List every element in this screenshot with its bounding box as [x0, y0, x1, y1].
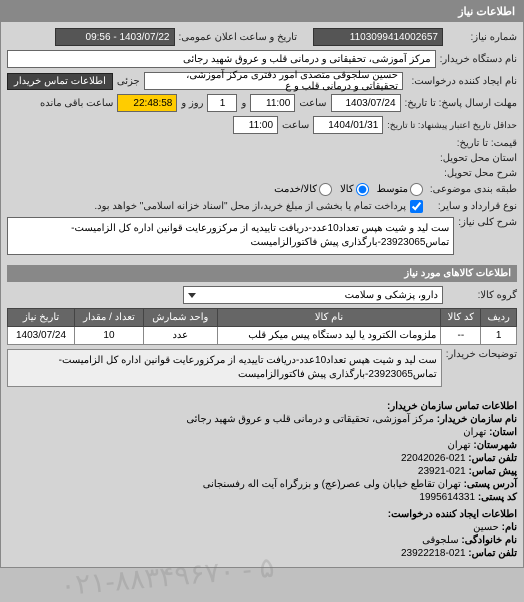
creator-name: نام: حسین [7, 522, 517, 533]
goods-group-value: دارو، پزشکی و سلامت [345, 290, 438, 301]
contract-label: نوع قرارداد و سایر: [427, 201, 517, 212]
row-buyer-notes: توضیحات خریدار: ست لید و شیت هپس تعداد10… [7, 349, 517, 387]
creator-family: نام خانوادگی: سلجوقی [7, 535, 517, 546]
deadline-days-label: و [241, 98, 246, 109]
contact-fax: پیش تماس: 021-23921 [7, 466, 517, 477]
contact-org: نام سازمان خریدار: مرکز آموزشی، تحقیقاتی… [7, 414, 517, 425]
row-delivery: استان محل تحویل: [7, 153, 517, 164]
td-4: 10 [75, 327, 144, 345]
delivery-note-label: شرح محل تحویل: [444, 168, 517, 179]
desc-text: ست لید و شیت هپس تعداد10عدد-دریافت تایید… [7, 217, 454, 255]
td-1: -- [441, 327, 481, 345]
validity-time-label: ساعت [282, 120, 309, 131]
need-info-panel: اطلاعات نیاز شماره نیاز: 110309941400265… [0, 0, 524, 568]
contract-note: پرداخت تمام یا بخشی از مبلغ خرید،از محل … [94, 201, 406, 212]
row-contract: نوع قرارداد و سایر: پرداخت تمام یا بخشی … [7, 200, 517, 213]
contact-section: اطلاعات تماس سازمان خریدار: نام سازمان خ… [7, 401, 517, 559]
td-0: 1 [481, 327, 517, 345]
row-desc: شرح کلی نیاز: ست لید و شیت هپس تعداد10عد… [7, 217, 517, 259]
deadline-label: مهلت ارسال پاسخ: تا تاریخ: [405, 98, 517, 109]
requester-value: حسین سلجوقی متصدی امور دفتری مرکز آموزشی… [144, 72, 403, 90]
budget-opt-2[interactable]: کالا/خدمت [274, 183, 332, 196]
deadline-days-suffix: روز و [181, 98, 203, 109]
panel-title: اطلاعات نیاز [1, 1, 523, 22]
price-label: قیمت: تا تاریخ: [447, 138, 517, 149]
budget-radio-2[interactable] [319, 183, 332, 196]
buyer-org-label: نام دستگاه خریدار: [440, 54, 517, 65]
budget-radio-0[interactable] [410, 183, 423, 196]
th-4: تعداد / مقدار [75, 309, 144, 327]
deadline-time: 11:00 [250, 94, 295, 112]
goods-section-header: اطلاعات کالاهای مورد نیاز [7, 265, 517, 282]
validity-date: 1404/01/31 [313, 116, 383, 134]
goods-group-select[interactable]: دارو، پزشکی و سلامت [183, 286, 443, 304]
row-need-number: شماره نیاز: 1103099414002657 تاریخ و ساع… [7, 28, 517, 46]
contract-checkbox[interactable] [410, 200, 423, 213]
need-number-label: شماره نیاز: [447, 32, 517, 43]
th-0: ردیف [481, 309, 517, 327]
contact-province: استان: تهران [7, 427, 517, 438]
deadline-date: 1403/07/24 [331, 94, 401, 112]
partial-label: جزئی [117, 76, 140, 87]
contact-section-title: اطلاعات تماس سازمان خریدار: [7, 401, 517, 412]
buyer-notes-text: ست لید و شیت هپس تعداد10عدد-دریافت تایید… [7, 349, 442, 387]
creator-phone: تلفن تماس: 021-23922218 [7, 548, 517, 559]
budget-opt-1[interactable]: کالا [340, 183, 369, 196]
budget-label: طبقه بندی موضوعی: [427, 184, 517, 195]
contact-city: شهرستان: تهران [7, 440, 517, 451]
deadline-remaining-label: ساعت باقی مانده [40, 98, 113, 109]
budget-radio-1[interactable] [356, 183, 369, 196]
table-row[interactable]: 1 -- ملزومات الکترود یا لید دستگاه پیس م… [8, 327, 517, 345]
desc-label: شرح کلی نیاز: [458, 217, 517, 228]
goods-table: ردیف کد کالا نام کالا واحد شمارش تعداد /… [7, 308, 517, 345]
td-5: 1403/07/24 [8, 327, 75, 345]
budget-radio-group: متوسط کالا کالا/خدمت [274, 183, 423, 196]
budget-opt-0[interactable]: متوسط [377, 183, 423, 196]
td-3: عدد [143, 327, 217, 345]
deadline-time-label: ساعت [299, 98, 326, 109]
contact-address: آدرس پستی: تهران تقاطع خیابان ولی عصر(عج… [7, 479, 517, 490]
requester-label: نام ایجاد کننده درخواست: [407, 76, 517, 87]
announce-value: 1403/07/22 - 09:56 [55, 28, 175, 46]
row-validity: حداقل تاریخ اعتبار پیشنهاد: تا تاریخ: 14… [7, 116, 517, 134]
contact-postal: کد پستی: 1995614331 [7, 492, 517, 503]
buyer-org-value: مرکز آموزشی، تحقیقاتی و درمانی قلب و عرو… [7, 50, 436, 68]
validity-time: 11:00 [233, 116, 278, 134]
contact-buyer-button[interactable]: اطلاعات تماس خریدار [7, 73, 113, 90]
th-5: تاریخ نیاز [8, 309, 75, 327]
chevron-down-icon [188, 293, 196, 298]
row-deadline: مهلت ارسال پاسخ: تا تاریخ: 1403/07/24 سا… [7, 94, 517, 112]
goods-section: اطلاعات کالاهای مورد نیاز گروه کالا: دار… [7, 265, 517, 395]
td-2: ملزومات الکترود یا لید دستگاه پیس میکر ق… [217, 327, 441, 345]
th-2: نام کالا [217, 309, 441, 327]
th-1: کد کالا [441, 309, 481, 327]
row-delivery-note: شرح محل تحویل: [7, 168, 517, 179]
contact-phone: تلفن تماس: 021-22042026 [7, 453, 517, 464]
th-3: واحد شمارش [143, 309, 217, 327]
delivery-label: استان محل تحویل: [440, 153, 517, 164]
deadline-days: 1 [207, 94, 237, 112]
panel-body: شماره نیاز: 1103099414002657 تاریخ و ساع… [1, 22, 523, 567]
buyer-notes-label: توضیحات خریدار: [446, 349, 517, 360]
goods-section-body: گروه کالا: دارو، پزشکی و سلامت ردیف کد ک… [7, 282, 517, 395]
row-buyer-org: نام دستگاه خریدار: مرکز آموزشی، تحقیقاتی… [7, 50, 517, 68]
row-price: قیمت: تا تاریخ: [7, 138, 517, 149]
validity-label: حداقل تاریخ اعتبار پیشنهاد: تا تاریخ: [387, 120, 517, 131]
goods-group-label: گروه کالا: [447, 290, 517, 301]
row-goods-group: گروه کالا: دارو، پزشکی و سلامت [7, 286, 517, 304]
announce-label: تاریخ و ساعت اعلان عمومی: [179, 32, 298, 43]
creator-section-title: اطلاعات ایجاد کننده درخواست: [7, 509, 517, 520]
row-requester: نام ایجاد کننده درخواست: حسین سلجوقی متص… [7, 72, 517, 90]
row-budget: طبقه بندی موضوعی: متوسط کالا کالا/خدمت [7, 183, 517, 196]
table-header-row: ردیف کد کالا نام کالا واحد شمارش تعداد /… [8, 309, 517, 327]
deadline-remaining: 22:48:58 [117, 94, 177, 112]
need-number-value: 1103099414002657 [313, 28, 443, 46]
